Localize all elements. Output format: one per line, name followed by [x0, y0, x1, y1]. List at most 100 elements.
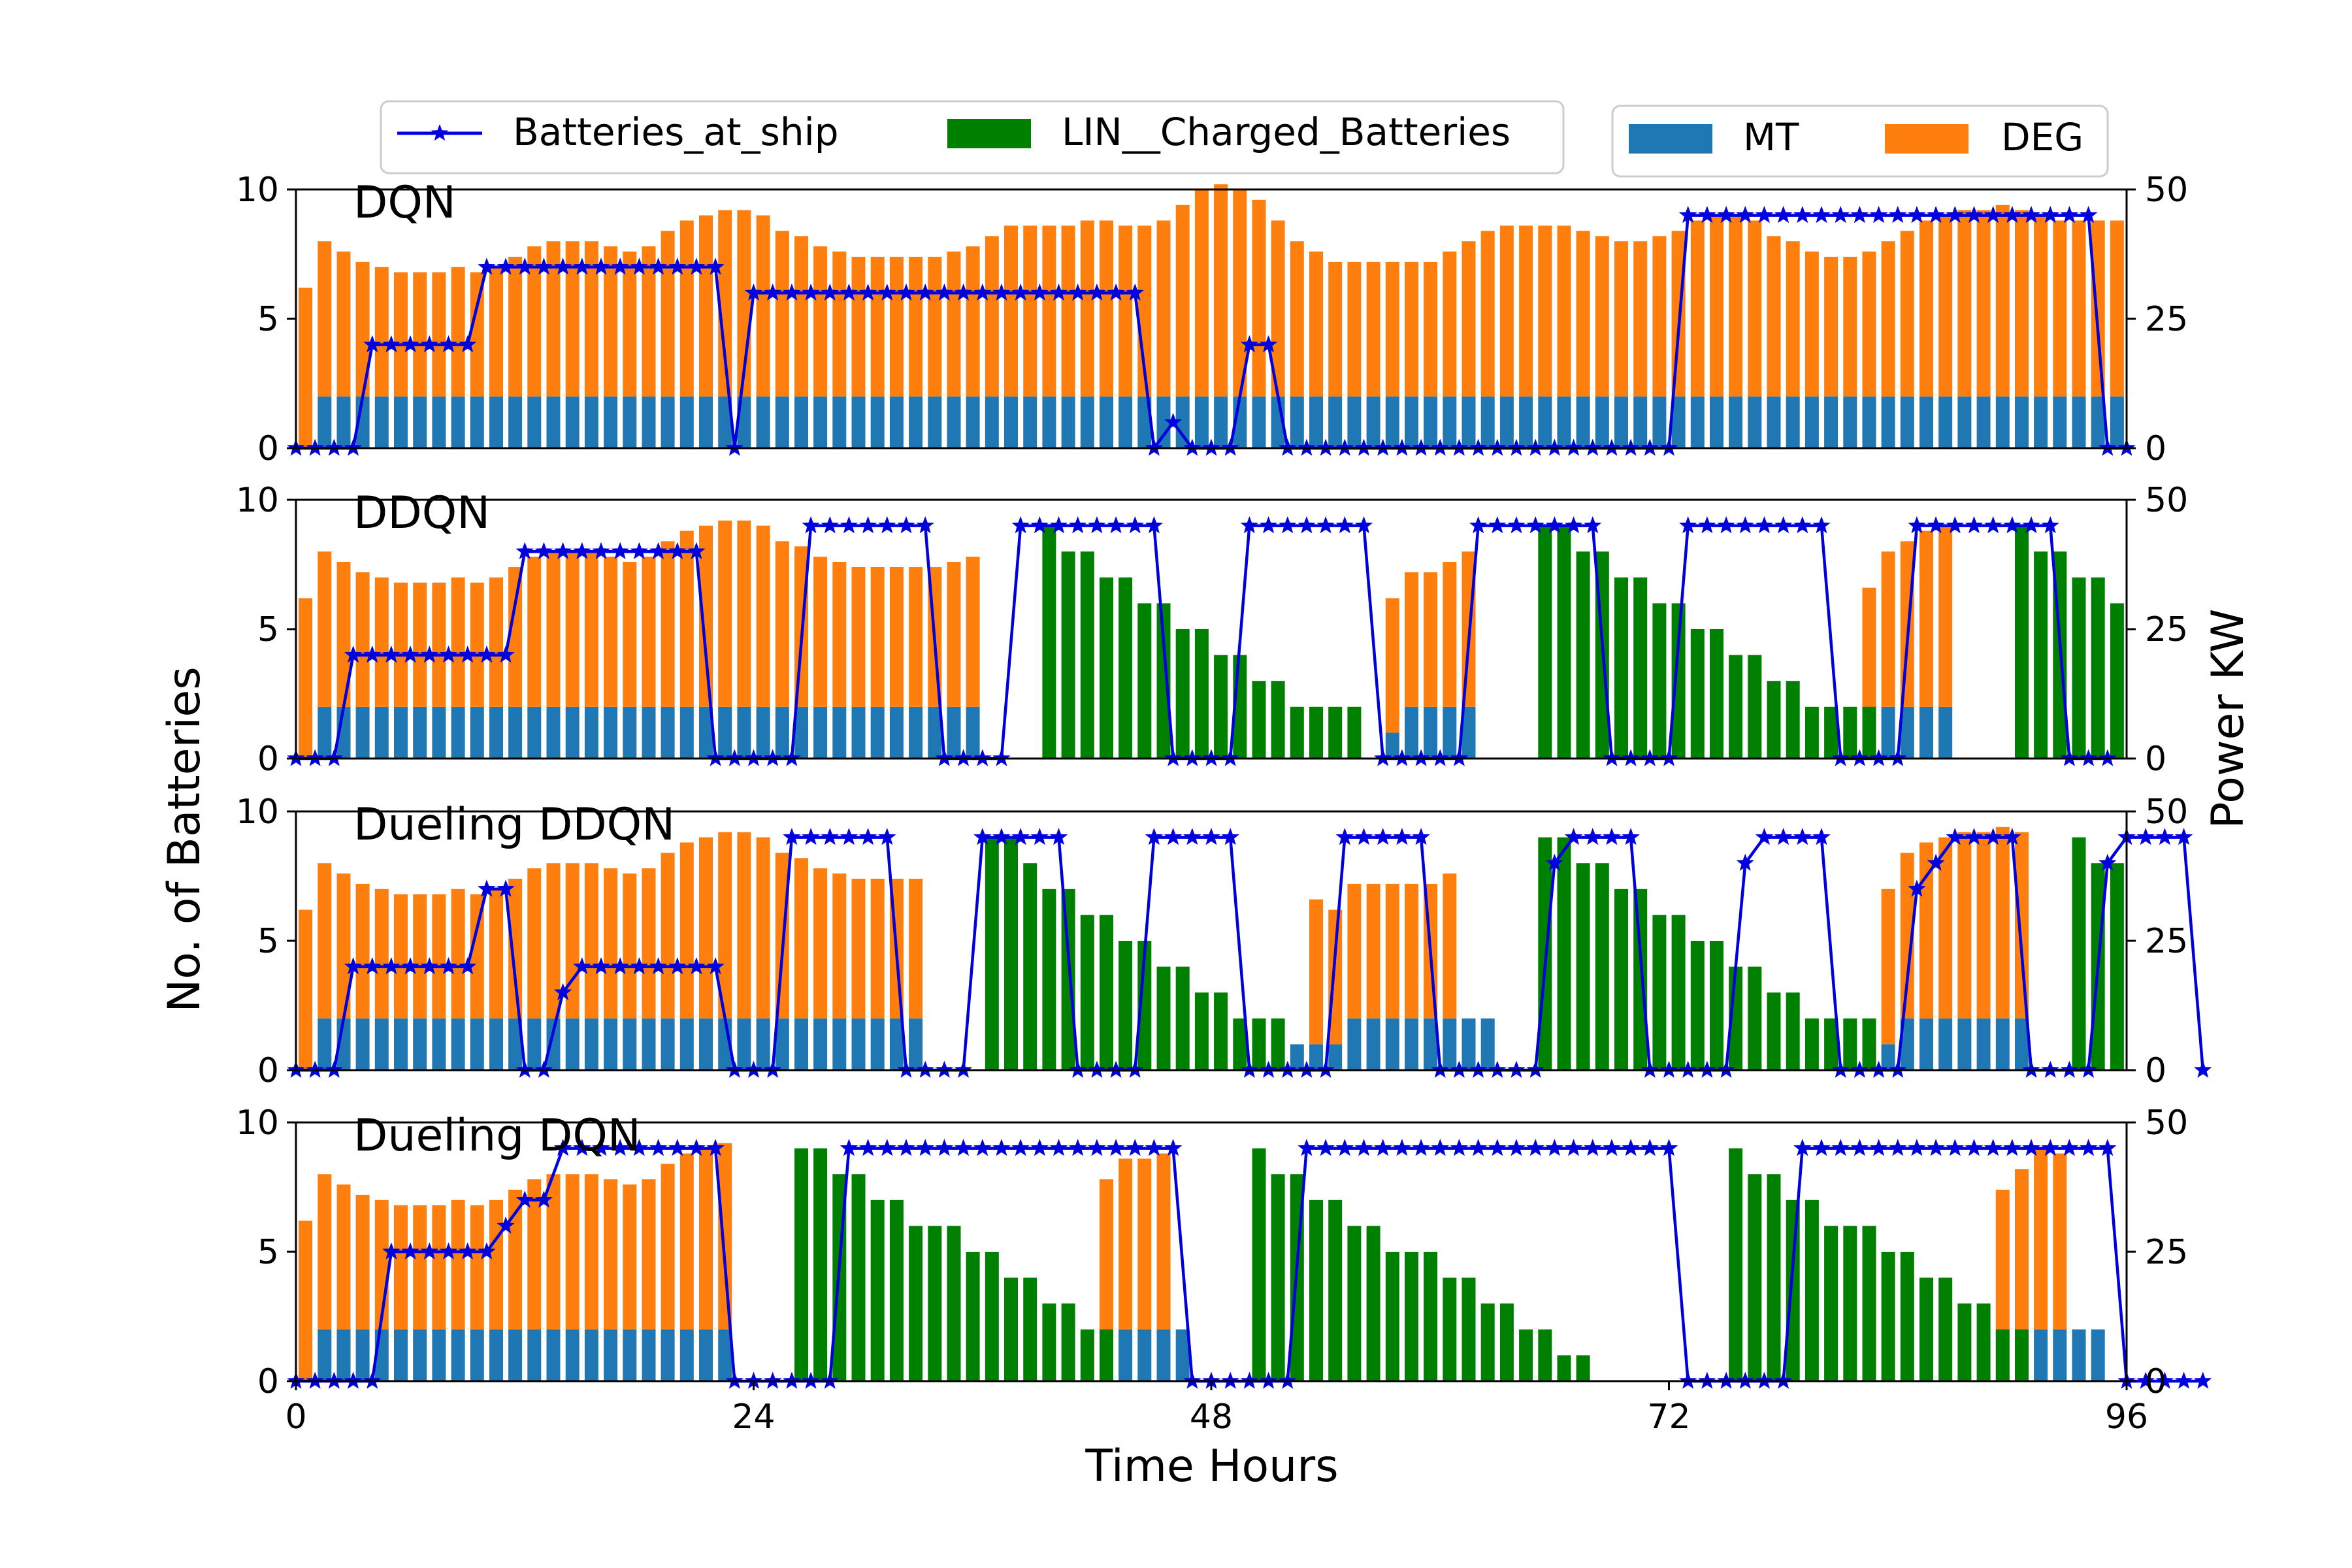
mt-bar [870, 1018, 885, 1070]
batteries-marker [1183, 828, 1201, 845]
charged-bar [1100, 915, 1113, 1070]
deg-bar [718, 832, 732, 1019]
charged-bar [1767, 992, 1781, 1070]
batteries-marker [878, 283, 896, 301]
deg-bar [451, 1200, 465, 1330]
deg-bar [642, 246, 656, 397]
batteries-marker [630, 957, 649, 975]
deg-bar [1729, 215, 1743, 397]
mt-bar [851, 706, 866, 759]
batteries-marker [573, 957, 591, 975]
deg-bar [2072, 220, 2086, 397]
batteries-marker [1774, 516, 1793, 534]
mt-bar [604, 1329, 618, 1381]
charged-bar [1576, 1355, 1590, 1381]
charged-bar [1767, 681, 1781, 759]
charged-bar [1309, 706, 1323, 759]
batteries-marker [687, 257, 706, 275]
batteries-marker [840, 1139, 858, 1156]
mt-bar [623, 396, 637, 448]
mt-bar [966, 706, 980, 759]
batteries-marker [592, 957, 610, 975]
batteries-marker [840, 283, 858, 301]
batteries-marker [1011, 516, 1030, 534]
deg-bar [546, 551, 561, 707]
panel-title: Dueling DDQN [353, 799, 675, 851]
charged-bar [1805, 706, 1819, 759]
deg-bar [679, 531, 694, 707]
charged-bar [1862, 706, 1876, 759]
charged-bar [2015, 1329, 2029, 1381]
mt-bar [1385, 396, 1399, 448]
mt-bar [756, 706, 770, 759]
charged-bar [1862, 1226, 1876, 1381]
charged-bar [1480, 1303, 1495, 1381]
mt-bar [794, 706, 808, 759]
batteries-marker [382, 957, 400, 975]
deg-bar [565, 241, 580, 397]
charged-bar [1004, 1277, 1018, 1381]
charged-bar [985, 1252, 999, 1381]
charged-bar [1519, 1329, 1533, 1381]
deg-bar [489, 889, 503, 1019]
x-axis-label: Time Hours [1085, 1441, 1338, 1492]
batteries-marker [1088, 283, 1106, 301]
deg-bar [489, 1200, 503, 1330]
batteries-marker [1946, 1139, 1965, 1156]
deg-bar [1175, 204, 1190, 397]
mt-bar [642, 1329, 656, 1381]
mt-bar [451, 706, 465, 759]
deg-bar [832, 562, 847, 707]
mt-bar [1900, 706, 1914, 759]
y-tick-label-right: 0 [2145, 1362, 2166, 1401]
mt-bar [470, 1329, 484, 1381]
deg-bar [1347, 883, 1362, 1019]
deg-bar [546, 863, 561, 1019]
legend-deg-swatch [1885, 124, 1968, 154]
batteries-marker [2099, 1139, 2117, 1156]
batteries-marker [553, 1139, 572, 1156]
deg-bar [2015, 1169, 2029, 1356]
mt-bar [1309, 396, 1323, 448]
batteries-marker [973, 283, 992, 301]
deg-bar [413, 582, 427, 707]
charged-bar [1729, 655, 1743, 759]
deg-bar [318, 241, 332, 397]
mt-bar [2034, 396, 2048, 448]
mt-bar [642, 706, 656, 759]
mt-bar [1480, 1018, 1495, 1070]
y-tick-label-left: 0 [257, 429, 279, 468]
mt-bar [527, 1329, 542, 1381]
batteries-marker [553, 257, 572, 275]
deg-bar [1233, 189, 1247, 397]
x-tick-label: 72 [1647, 1397, 1690, 1437]
deg-bar [870, 879, 885, 1019]
mt-bar [1100, 396, 1113, 448]
batteries-marker [1164, 828, 1183, 845]
mt-bar [909, 706, 923, 759]
deg-bar [1366, 883, 1380, 1019]
batteries-marker [458, 335, 477, 353]
batteries-marker [954, 1139, 973, 1156]
batteries-marker [1622, 1139, 1640, 1156]
mt-bar [1919, 1018, 1933, 1070]
batteries-marker [2194, 1060, 2212, 1078]
batteries-marker [897, 1139, 915, 1156]
batteries-marker [439, 645, 458, 663]
deg-bar [1271, 220, 1285, 397]
deg-bar [451, 889, 465, 1019]
batteries-marker [2003, 1139, 2021, 1156]
batteries-marker [1545, 1139, 1564, 1156]
charged-bar [1595, 863, 1609, 1070]
mt-bar [489, 1329, 503, 1381]
charged-bar [1080, 915, 1094, 1070]
mt-bar [584, 1018, 598, 1070]
charged-bar [1175, 966, 1190, 1070]
batteries-marker [1164, 412, 1183, 431]
batteries-marker [1908, 1139, 1926, 1156]
deg-bar [508, 879, 523, 1019]
deg-bar [909, 257, 923, 397]
deg-bar [1938, 215, 1953, 397]
batteries-marker [1240, 516, 1259, 534]
mt-bar [1347, 1018, 1362, 1070]
